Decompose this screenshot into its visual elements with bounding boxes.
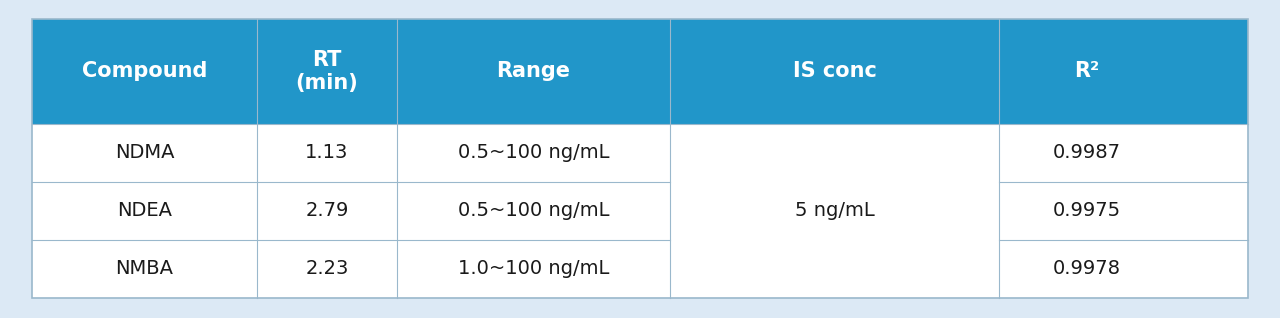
Text: IS conc: IS conc [792, 61, 877, 81]
Bar [32, 240, 1248, 298]
Text: 0.5~100 ng/mL: 0.5~100 ng/mL [458, 201, 609, 220]
Text: 2.79: 2.79 [305, 201, 348, 220]
Text: 0.9987: 0.9987 [1053, 143, 1121, 162]
Text: 1.0~100 ng/mL: 1.0~100 ng/mL [458, 259, 609, 278]
Bar [32, 19, 1248, 124]
Text: NMBA: NMBA [115, 259, 174, 278]
Text: NDEA: NDEA [116, 201, 172, 220]
Text: 0.5~100 ng/mL: 0.5~100 ng/mL [458, 143, 609, 162]
Text: RT
(min): RT (min) [296, 50, 358, 93]
Bar [32, 19, 1248, 298]
Text: NDMA: NDMA [115, 143, 174, 162]
Text: 1.13: 1.13 [305, 143, 348, 162]
Text: 0.9975: 0.9975 [1053, 201, 1121, 220]
Bar [32, 124, 1248, 182]
Text: Compound: Compound [82, 61, 207, 81]
Text: R²: R² [1074, 61, 1100, 81]
Text: 2.23: 2.23 [305, 259, 348, 278]
Text: Range: Range [497, 61, 571, 81]
Text: 5 ng/mL: 5 ng/mL [795, 201, 874, 220]
Text: 0.9978: 0.9978 [1053, 259, 1121, 278]
Bar [32, 182, 1248, 240]
